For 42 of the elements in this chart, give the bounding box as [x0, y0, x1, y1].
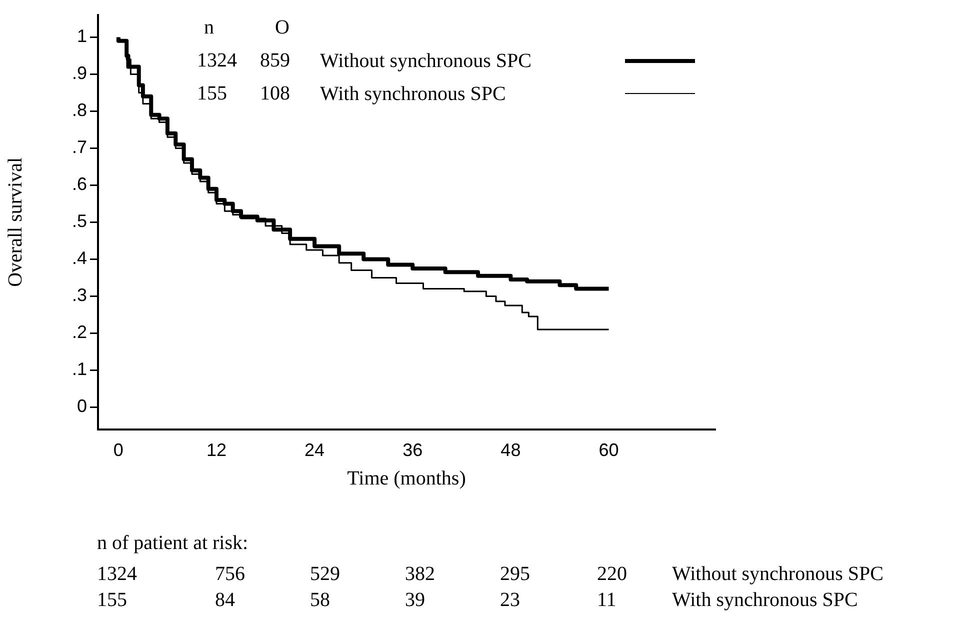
annotation: 1324 — [197, 49, 237, 72]
text: 84 — [215, 589, 235, 611]
annotation: 155 — [197, 82, 227, 104]
text: With synchronous SPC — [672, 589, 858, 611]
text: Without synchronous SPC — [672, 563, 884, 585]
text: 58 — [310, 589, 330, 611]
x-tick-label: 0 — [113, 440, 124, 460]
text: 295 — [500, 563, 530, 585]
y-tick-label: .9 — [72, 63, 87, 84]
text: 756 — [215, 563, 245, 585]
annotation: 859 — [260, 49, 290, 72]
annotation: O — [275, 16, 290, 38]
x-axis-title: Time (months) — [347, 467, 466, 490]
y-tick-label: .6 — [72, 174, 87, 194]
annotation: n — [204, 16, 214, 38]
y-tick-label: .2 — [72, 322, 87, 342]
text: Without synchronous SPC — [320, 50, 532, 72]
y-tick-label: .3 — [72, 285, 87, 306]
y-tick-label: .8 — [72, 100, 87, 120]
y-axis-title: Overall survival — [4, 157, 26, 287]
x-tick-label: 48 — [500, 440, 521, 460]
text: 11 — [597, 589, 616, 611]
text: 220 — [597, 563, 627, 585]
x-tick-label: 24 — [304, 440, 325, 460]
x-tick-label: 60 — [598, 440, 619, 460]
text: 39 — [405, 589, 425, 611]
text: n of patient at risk: — [97, 532, 248, 554]
text: With synchronous SPC — [320, 83, 506, 105]
annotation: 108 — [260, 82, 290, 104]
text: 155 — [97, 589, 127, 611]
text: 23 — [500, 589, 520, 611]
text: 382 — [405, 563, 435, 585]
y-tick-label: .1 — [72, 359, 87, 380]
y-tick-label: .5 — [72, 211, 87, 232]
text: 529 — [310, 563, 340, 585]
x-tick-label: 36 — [402, 440, 423, 460]
y-tick-label: .7 — [72, 137, 87, 158]
x-tick-label: 12 — [206, 440, 227, 460]
y-tick-label: .4 — [72, 248, 87, 268]
y-tick-label: 0 — [76, 396, 87, 416]
text: 1324 — [97, 563, 137, 585]
y-tick-label: 1 — [76, 26, 87, 46]
